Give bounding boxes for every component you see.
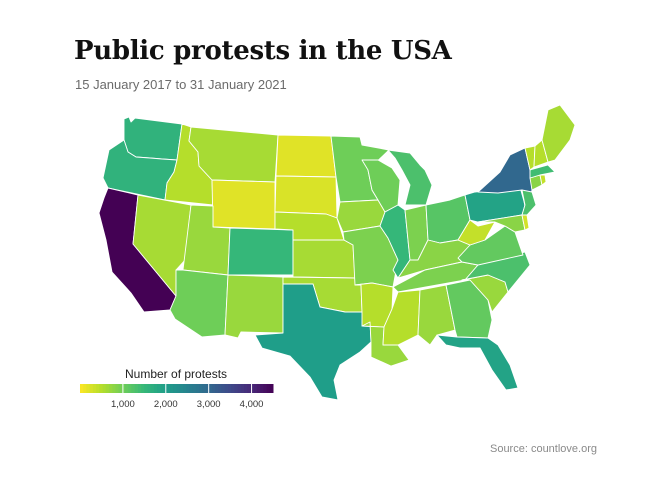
legend-swatch — [202, 384, 206, 393]
legend-tick-label: 4,000 — [240, 399, 264, 410]
legend-swatch — [266, 384, 271, 393]
legend-swatch — [99, 384, 104, 393]
legend-swatch — [205, 384, 210, 393]
legend-swatch — [153, 384, 158, 393]
legend-swatch — [227, 384, 232, 393]
legend-swatch — [215, 384, 219, 393]
legend-swatch — [92, 384, 97, 393]
legend-swatch — [179, 384, 184, 393]
legend-swatch — [211, 384, 216, 393]
state-ri — [539, 174, 547, 186]
state-nd — [275, 134, 337, 178]
legend-swatch — [173, 384, 177, 393]
legend-swatch — [176, 384, 181, 393]
legend-swatch — [237, 384, 242, 393]
state-az — [169, 269, 229, 338]
legend-swatch — [218, 384, 223, 393]
legend-swatch — [83, 384, 87, 393]
state-co — [227, 227, 294, 276]
chart-title: Public protests in the USA — [74, 36, 452, 66]
legend-swatch — [89, 384, 94, 393]
legend-swatch — [231, 384, 235, 393]
legend-swatch — [189, 384, 194, 393]
legend-swatch — [234, 384, 239, 393]
state-wy — [211, 179, 276, 230]
state-sd — [274, 175, 338, 219]
legend-title: Number of protests — [125, 367, 228, 381]
legend-swatch — [131, 384, 136, 393]
state-ma — [529, 164, 556, 179]
state-fl — [436, 334, 519, 391]
legend-swatch — [260, 384, 264, 393]
legend-swatch — [247, 384, 251, 393]
state-ms — [382, 289, 421, 346]
legend-swatch — [144, 384, 149, 393]
legend-swatch — [112, 384, 116, 393]
legend-swatch — [102, 384, 107, 393]
color-legend: 1,000 2,000 3,000 4,000 — [80, 384, 274, 410]
state-il — [379, 204, 411, 279]
legend-swatch — [240, 384, 245, 393]
legend-swatch — [250, 384, 255, 393]
legend-swatch — [125, 384, 129, 393]
legend-swatch — [269, 384, 274, 393]
legend-swatch — [80, 384, 84, 393]
legend-swatch — [186, 384, 190, 393]
legend-swatch — [137, 384, 142, 393]
state-nj — [521, 189, 537, 216]
legend-swatch — [147, 384, 152, 393]
legend-swatch — [192, 384, 197, 393]
legend-swatch — [115, 384, 120, 393]
legend-swatch — [108, 384, 113, 393]
state-tx — [254, 283, 372, 401]
source-note: Source: countlove.org — [489, 443, 597, 455]
legend-swatch — [224, 384, 229, 393]
legend-swatch — [96, 384, 100, 393]
legend-swatch — [195, 384, 200, 393]
legend-tick-label: 1,000 — [111, 399, 135, 410]
legend-tick-label: 3,000 — [197, 399, 221, 410]
legend-swatch — [170, 384, 174, 393]
legend-swatch — [221, 384, 226, 393]
state-me — [541, 104, 576, 163]
legend-swatch — [253, 384, 258, 393]
legend-swatch — [86, 384, 91, 393]
legend-tick-label: 2,000 — [154, 399, 178, 410]
legend-swatch — [134, 384, 139, 393]
chart-subtitle: 15 January 2017 to 31 January 2021 — [75, 77, 287, 92]
legend-swatch — [128, 384, 132, 393]
legend-swatch — [160, 384, 165, 393]
legend-swatch — [105, 384, 110, 393]
legend-swatch — [121, 384, 126, 393]
legend-swatch — [263, 384, 268, 393]
legend-swatch — [150, 384, 155, 393]
legend-swatch — [166, 384, 171, 393]
legend-swatch — [182, 384, 187, 393]
legend-swatch — [199, 384, 203, 393]
legend-swatch — [141, 384, 145, 393]
legend-swatch — [208, 384, 213, 393]
state-ks — [292, 239, 356, 279]
legend-swatch — [244, 384, 248, 393]
legend-swatch — [256, 384, 261, 393]
state-nm — [224, 274, 284, 339]
legend-swatch — [157, 384, 161, 393]
legend-swatch — [118, 384, 123, 393]
state-wa — [123, 116, 183, 161]
